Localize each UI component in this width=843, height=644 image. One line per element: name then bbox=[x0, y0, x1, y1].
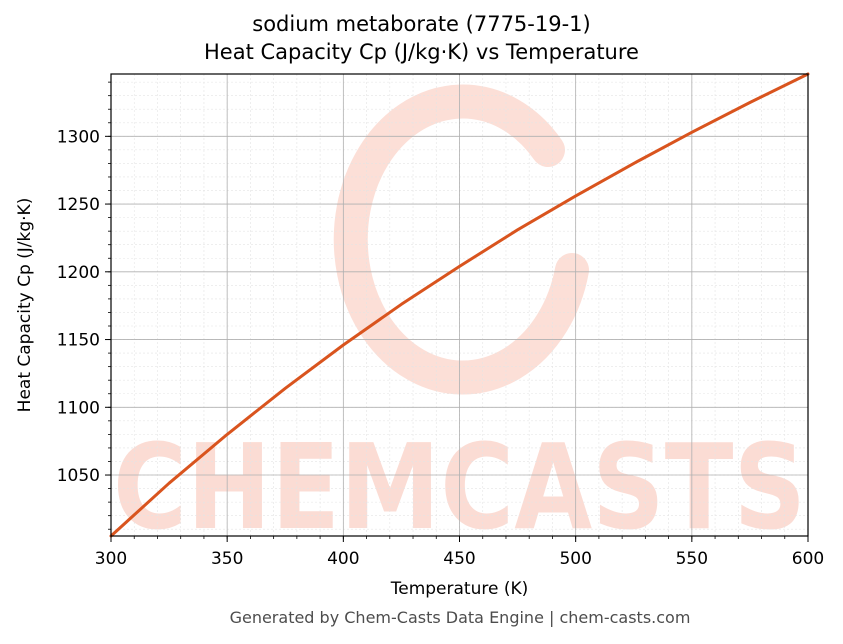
x-tick-label: 550 bbox=[676, 549, 708, 569]
watermark-swirl bbox=[333, 84, 589, 395]
series-line-heat-capacity bbox=[109, 72, 810, 538]
x-tick-label: 500 bbox=[559, 549, 591, 569]
x-tick-label: 450 bbox=[443, 549, 475, 569]
y-tick-label: 1250 bbox=[57, 195, 100, 215]
x-tick-label: 350 bbox=[211, 549, 243, 569]
y-axis-label: Heat Capacity Cp (J/kg·K) bbox=[15, 198, 35, 413]
footer-credit: Generated by Chem-Casts Data Engine | ch… bbox=[229, 608, 691, 627]
y-tick-label: 1100 bbox=[57, 398, 100, 418]
x-tick-label: 400 bbox=[327, 549, 359, 569]
y-tick-label: 1150 bbox=[57, 331, 100, 351]
chart-title: sodium metaborate (7775-19-1) bbox=[252, 12, 591, 36]
y-tick-label: 1200 bbox=[57, 263, 100, 283]
y-tick-label: 1300 bbox=[57, 127, 100, 147]
x-tick-label: 300 bbox=[95, 549, 127, 569]
x-tick-label: 600 bbox=[792, 549, 824, 569]
chart-subtitle: Heat Capacity Cp (J/kg·K) vs Temperature bbox=[204, 40, 639, 64]
y-tick-label: 1050 bbox=[57, 466, 100, 486]
x-axis-label: Temperature (K) bbox=[390, 579, 529, 599]
